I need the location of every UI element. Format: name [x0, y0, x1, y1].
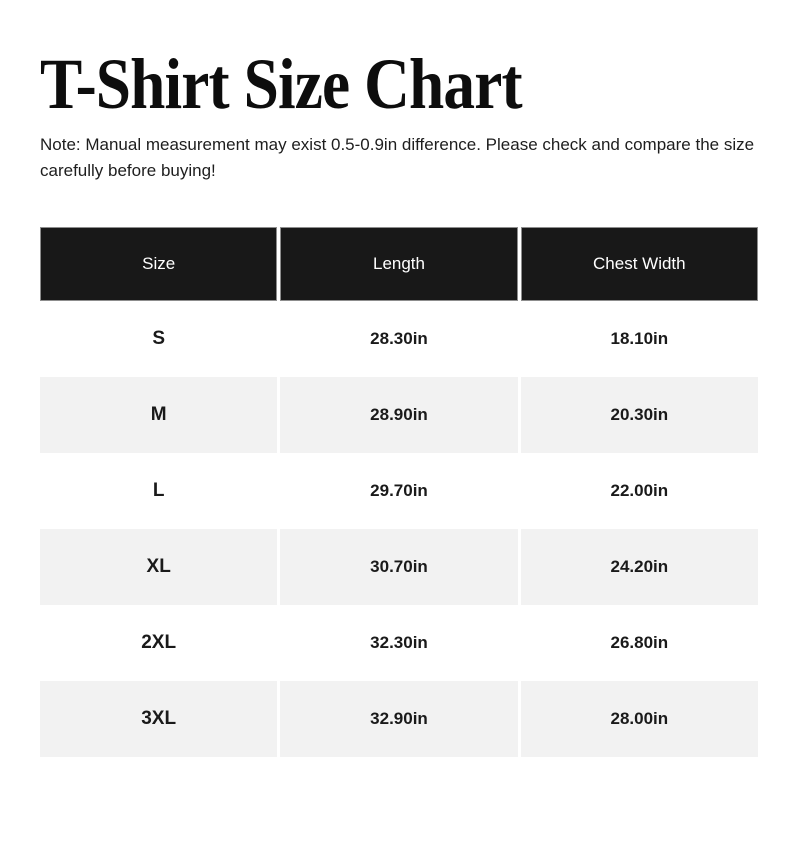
table-cell-length-2xl: 32.30in	[280, 605, 518, 681]
note-text: Note: Manual measurement may exist 0.5-0…	[40, 132, 760, 184]
column-header-length: Length	[280, 227, 518, 301]
column-header-size: Size	[40, 227, 278, 301]
table-cell-chest-l: 22.00in	[520, 453, 758, 529]
table-cell-size-2xl: 2XL	[40, 605, 278, 681]
table-cell-length-s: 28.30in	[280, 301, 518, 377]
table-cell-size-m: M	[40, 377, 278, 453]
column-header-chest-width: Chest Width	[520, 227, 758, 301]
note-line-2: carefully before buying!	[40, 161, 216, 180]
table-cell-size-s: S	[40, 301, 278, 377]
table-cell-length-m: 28.90in	[280, 377, 518, 453]
size-chart-page: T-Shirt Size Chart Note: Manual measurem…	[0, 46, 800, 757]
table-cell-length-xl: 30.70in	[280, 529, 518, 605]
size-chart-table: Size Length Chest Width S 28.30in 18.10i…	[40, 227, 758, 757]
table-cell-size-l: L	[40, 453, 278, 529]
table-cell-chest-2xl: 26.80in	[520, 605, 758, 681]
table-cell-size-3xl: 3XL	[40, 681, 278, 757]
table-cell-length-3xl: 32.90in	[280, 681, 518, 757]
table-cell-length-l: 29.70in	[280, 453, 518, 529]
note-line-1: Note: Manual measurement may exist 0.5-0…	[40, 135, 755, 154]
table-cell-size-xl: XL	[40, 529, 278, 605]
table-cell-chest-xl: 24.20in	[520, 529, 758, 605]
table-cell-chest-3xl: 28.00in	[520, 681, 758, 757]
table-cell-chest-m: 20.30in	[520, 377, 758, 453]
page-title: T-Shirt Size Chart	[40, 44, 523, 124]
table-cell-chest-s: 18.10in	[520, 301, 758, 377]
